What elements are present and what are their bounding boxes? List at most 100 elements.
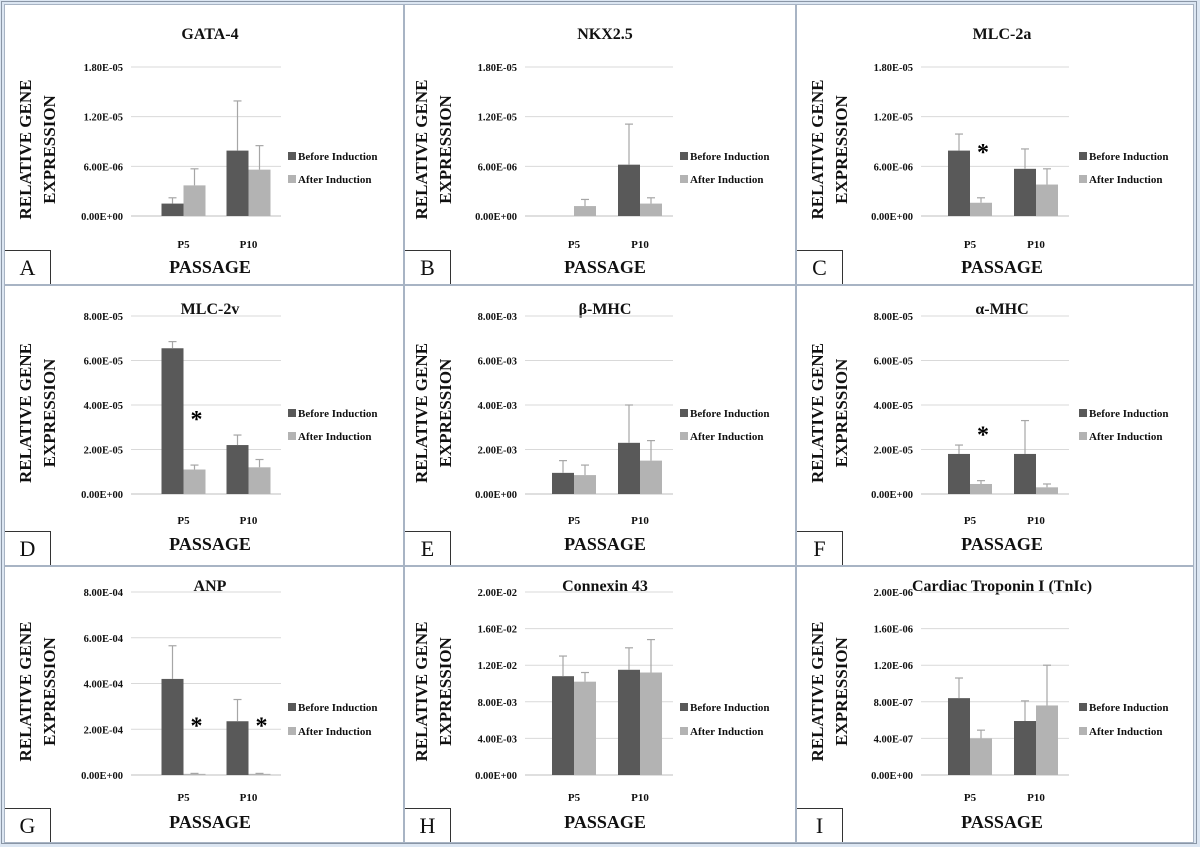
panel-letter: B	[405, 250, 451, 284]
y-axis-label-line2: EXPRESSION	[436, 358, 455, 467]
y-axis-label-line2: EXPRESSION	[40, 358, 59, 467]
x-axis-label: PASSAGE	[564, 812, 646, 832]
y-tick-label: 8.00E-04	[84, 588, 124, 599]
legend-swatch	[1079, 152, 1087, 160]
x-tick-label: P5	[177, 239, 190, 251]
bar-after-p10	[1036, 705, 1058, 775]
panel-alpha-mhc-chart: α-MHC RELATIVE GENE EXPRESSION 0.00E+00 2.00…	[796, 285, 1194, 566]
legend-swatch	[680, 152, 688, 160]
x-axis-label: PASSAGE	[169, 257, 251, 277]
bar-after-p10	[640, 460, 662, 494]
legend-label: After Induction	[298, 174, 371, 186]
legend-label: After Induction	[690, 431, 763, 443]
bar-before-p5	[161, 203, 184, 216]
significance-star: *	[256, 713, 268, 739]
y-tick-label: 2.00E-03	[478, 446, 517, 457]
x-tick-label: P10	[631, 515, 649, 527]
legend-label: Before Induction	[690, 408, 770, 420]
bar-before-p10	[226, 150, 249, 216]
chart-title: β-MHC	[579, 301, 632, 318]
bar-after-p10	[248, 467, 271, 494]
bar-before-p10	[226, 445, 249, 494]
y-tick-label: 4.00E-05	[874, 401, 913, 412]
chart-title: NKX2.5	[577, 26, 633, 43]
bar-after-p10	[640, 203, 662, 216]
significance-star: *	[977, 423, 989, 449]
chart-svg: MLC-2v RELATIVE GENE EXPRESSION 0.00E+00 2.0…	[16, 301, 378, 554]
panel-anp-chart: ANP RELATIVE GENE EXPRESSION 0.00E+00 2.00E-…	[4, 566, 404, 843]
legend-label: After Induction	[690, 174, 763, 186]
bar-after-p10	[1036, 184, 1058, 216]
y-tick-label: 1.20E-05	[84, 113, 123, 124]
y-tick-label: 1.80E-05	[874, 63, 913, 74]
legend-swatch	[680, 727, 688, 735]
y-tick-label: 4.00E-03	[478, 734, 517, 745]
y-axis-label-line1: RELATIVE GENE	[412, 343, 431, 483]
y-tick-label: 4.00E-04	[84, 680, 124, 691]
y-axis-label-line1: RELATIVE GENE	[16, 343, 35, 483]
bar-before-p10	[618, 442, 640, 494]
bar-before-p10	[1014, 721, 1036, 775]
legend-swatch	[288, 727, 296, 735]
y-tick-label: 6.00E-06	[84, 162, 123, 173]
significance-star: *	[191, 407, 203, 433]
legend-label: After Induction	[690, 726, 763, 738]
y-axis-label-line2: EXPRESSION	[40, 636, 59, 745]
y-tick-label: 1.80E-05	[84, 63, 123, 74]
panel-gata4-chart: GATA-4 RELATIVE GENE EXPRESSION 0.00E+00 6.0…	[4, 4, 404, 285]
bar-before-p5	[552, 676, 574, 775]
panel-beta-mhc-chart: β-MHC RELATIVE GENE EXPRESSION 0.00E+00 2.00…	[404, 285, 796, 566]
y-tick-label: 2.00E-05	[84, 446, 123, 457]
panel-letter: H	[405, 808, 451, 842]
legend-label: Before Induction	[1089, 408, 1169, 420]
y-tick-label: 6.00E-03	[478, 357, 517, 368]
chart-title: MLC-2v	[181, 301, 240, 318]
legend-label: Before Induction	[1089, 702, 1169, 714]
legend-swatch	[288, 175, 296, 183]
legend-label: After Induction	[1089, 174, 1162, 186]
y-tick-label: 6.00E-05	[84, 357, 123, 368]
significance-star: *	[977, 140, 989, 166]
chart-svg: MLC-2a RELATIVE GENE EXPRESSION 0.00E+00 6.0…	[808, 26, 1169, 277]
legend-swatch	[288, 432, 296, 440]
legend-swatch	[680, 703, 688, 711]
x-axis-label: PASSAGE	[564, 257, 646, 277]
y-tick-label: 8.00E-03	[478, 698, 517, 709]
y-tick-label: 6.00E-06	[874, 162, 913, 173]
legend-swatch	[680, 432, 688, 440]
y-axis-label-line1: RELATIVE GENE	[412, 622, 431, 762]
x-tick-label: P5	[177, 792, 190, 804]
bar-after-p10	[1036, 487, 1058, 494]
legend-swatch	[1079, 175, 1087, 183]
chart-title: Cardiac Troponin I (TnIc)	[912, 578, 1092, 595]
chart-title: Connexin 43	[562, 578, 648, 595]
x-tick-label: P10	[1027, 515, 1045, 527]
legend-swatch	[288, 152, 296, 160]
bar-before-p5	[948, 453, 970, 494]
x-tick-label: P5	[964, 792, 977, 804]
y-tick-label: 0.00E+00	[81, 771, 123, 782]
chart-svg: ANP RELATIVE GENE EXPRESSION 0.00E+00 2.00E-…	[16, 578, 378, 832]
x-tick-label: P5	[964, 239, 977, 251]
y-tick-label: 2.00E-06	[874, 588, 913, 599]
legend-swatch	[680, 175, 688, 183]
bar-before-p10	[1014, 453, 1036, 494]
y-axis-label-line2: EXPRESSION	[832, 358, 851, 467]
y-axis-label-line1: RELATIVE GENE	[808, 343, 827, 483]
bar-after-p5	[970, 738, 992, 775]
x-tick-label: P5	[568, 792, 581, 804]
bar-after-p5	[183, 469, 206, 494]
y-tick-label: 4.00E-05	[84, 401, 123, 412]
panel-nkx25-chart: NKX2.5 RELATIVE GENE EXPRESSION 0.00E+00 6.0…	[404, 4, 796, 285]
chart-title: ANP	[194, 578, 227, 595]
y-tick-label: 6.00E-06	[478, 162, 517, 173]
bar-before-p5	[552, 472, 574, 494]
x-tick-label: P10	[1027, 239, 1045, 251]
y-tick-label: 1.20E-05	[874, 113, 913, 124]
chart-title: MLC-2a	[973, 26, 1032, 43]
chart-svg: Cardiac Troponin I (TnIc) RELATIVE GENE EX…	[808, 578, 1169, 832]
legend-label: After Induction	[1089, 431, 1162, 443]
bar-before-p10	[618, 669, 640, 775]
bar-after-p5	[183, 185, 206, 216]
chart-svg: β-MHC RELATIVE GENE EXPRESSION 0.00E+00 2.00…	[412, 301, 770, 554]
